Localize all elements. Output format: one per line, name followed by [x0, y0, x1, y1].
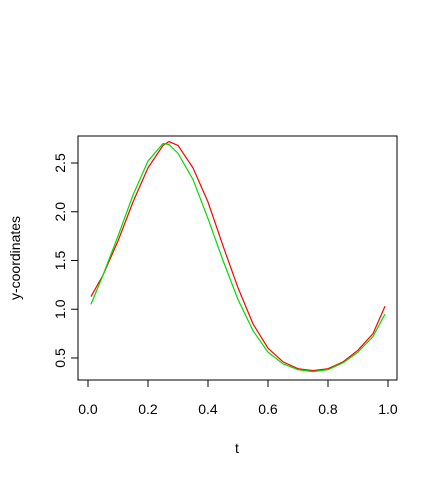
y-tick-label: 2.0 — [52, 202, 68, 222]
y-tick-label: 1.5 — [52, 251, 68, 271]
line — [90, 140, 386, 372]
y-tick-label: 1.0 — [52, 299, 68, 319]
x-tick-label: 0.2 — [138, 401, 158, 417]
x-tick-label: 1.0 — [378, 401, 398, 417]
plot-box — [77, 135, 398, 381]
x-axis-label: t — [235, 440, 239, 456]
y-tick-label: 0.5 — [52, 348, 68, 368]
y-axis-label: y-coordinates — [7, 216, 23, 300]
x-tick-label: 0.4 — [198, 401, 218, 417]
x-tick-label: 0.6 — [258, 401, 278, 417]
y-tick-label: 2.5 — [52, 153, 68, 173]
x-tick-label: 0.0 — [78, 401, 98, 417]
x-tick-label: 0.8 — [318, 401, 338, 417]
line — [90, 142, 386, 373]
